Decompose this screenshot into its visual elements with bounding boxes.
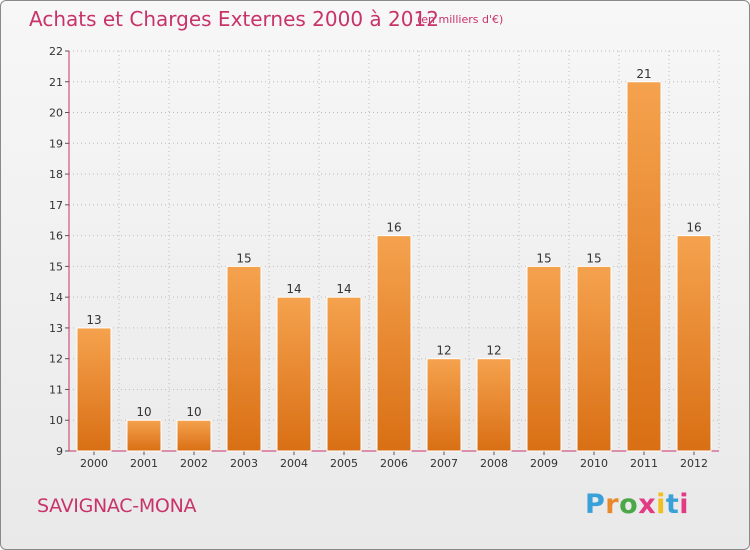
y-tick-label: 15 (49, 260, 63, 273)
value-label-2004: 14 (286, 282, 301, 296)
x-tick-label-2007: 2007 (430, 457, 458, 470)
y-tick-label: 14 (49, 291, 63, 304)
bar-2005 (326, 296, 362, 452)
y-tick-label: 17 (49, 199, 63, 212)
x-tick-label-2009: 2009 (530, 457, 558, 470)
x-tick-label-2010: 2010 (580, 457, 608, 470)
y-tick-label: 10 (49, 414, 63, 427)
bar-2012 (676, 235, 712, 452)
bar-2001 (126, 419, 162, 452)
bar-2010 (576, 265, 612, 452)
value-label-2003: 15 (236, 251, 251, 265)
x-tick-label-2000: 2000 (80, 457, 108, 470)
bar-2000 (76, 327, 112, 452)
y-tick-label: 12 (49, 353, 63, 366)
logo-letter: r (605, 489, 620, 520)
value-label-2001: 10 (136, 405, 151, 419)
value-label-2002: 10 (186, 405, 201, 419)
x-tick-label-2006: 2006 (380, 457, 408, 470)
bar-2009 (526, 265, 562, 452)
bar-2007 (426, 358, 462, 452)
chart-subtitle: (en milliers d'€) (417, 13, 504, 26)
chart-title: Achats et Charges Externes 2000 à 2012 (29, 7, 439, 31)
y-tick-label: 9 (56, 445, 63, 458)
value-label-2005: 14 (336, 282, 351, 296)
logo-letter: t (665, 489, 680, 520)
value-label-2009: 15 (536, 251, 551, 265)
logo-letter: i (679, 489, 690, 520)
y-tick-label: 19 (49, 137, 63, 150)
value-label-2012: 16 (686, 221, 701, 235)
x-tick-label-2011: 2011 (630, 457, 658, 470)
y-tick-label: 22 (49, 45, 63, 58)
logo-letter: x (638, 489, 657, 520)
bar-2008 (476, 358, 512, 452)
value-label-2007: 12 (436, 344, 451, 358)
y-tick-label: 16 (49, 230, 63, 243)
value-label-2006: 16 (386, 221, 401, 235)
logo-letter: P (585, 489, 606, 520)
value-label-2011: 21 (636, 67, 651, 81)
bar-2011 (626, 81, 662, 452)
bar-2002 (176, 419, 212, 452)
y-tick-label: 18 (49, 168, 63, 181)
value-label-2008: 12 (486, 344, 501, 358)
y-tick-label: 13 (49, 322, 63, 335)
x-tick-label-2005: 2005 (330, 457, 358, 470)
x-tick-label-2002: 2002 (180, 457, 208, 470)
bar-2004 (276, 296, 312, 452)
proxiti-logo: Proxiti (585, 489, 689, 520)
logo-letter: i (656, 489, 666, 520)
x-tick-label-2001: 2001 (130, 457, 158, 470)
x-tick-label-2004: 2004 (280, 457, 308, 470)
y-tick-label: 11 (49, 383, 63, 396)
commune-name: SAVIGNAC-MONA (37, 495, 197, 517)
x-tick-label-2012: 2012 (680, 457, 708, 470)
value-label-2000: 13 (86, 313, 101, 327)
logo-letter: o (619, 489, 639, 520)
x-tick-label-2008: 2008 (480, 457, 508, 470)
y-tick-label: 20 (49, 107, 63, 120)
value-label-2010: 15 (586, 251, 601, 265)
bar-2006 (376, 235, 412, 452)
x-tick-label-2003: 2003 (230, 457, 258, 470)
y-tick-label: 21 (49, 76, 63, 89)
bar-2003 (226, 265, 262, 452)
